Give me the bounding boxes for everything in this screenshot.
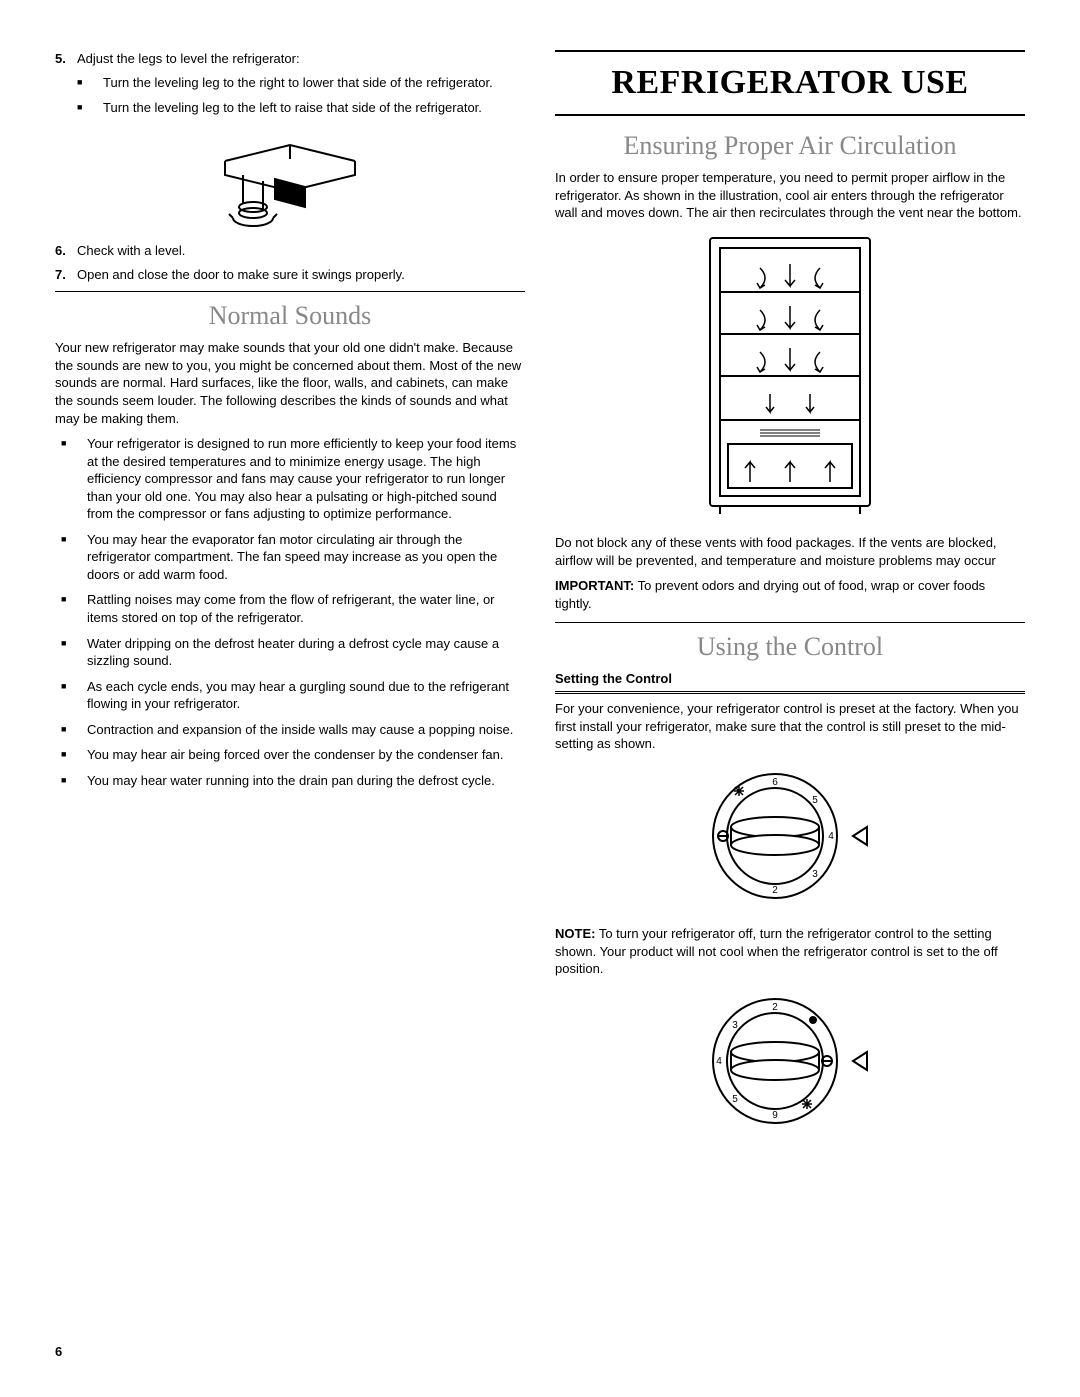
important-label: IMPORTANT: [555, 578, 634, 593]
dial2-n0: 2 [772, 1002, 778, 1013]
normal-sounds-title: Normal Sounds [55, 298, 525, 333]
leveling-leg-figure [55, 133, 525, 233]
sound-item-4: As each cycle ends, you may hear a gurgl… [55, 678, 525, 713]
control-note: NOTE: To turn your refrigerator off, tur… [555, 925, 1025, 978]
note-text: To turn your refrigerator off, turn the … [555, 926, 998, 976]
airflow-figure [555, 230, 1025, 525]
control-dial-off: 2 3 4 5 9 [555, 986, 1025, 1141]
sound-item-0: Your refrigerator is designed to run mor… [55, 435, 525, 523]
control-dial-mid: 6 5 4 3 2 [555, 761, 1025, 916]
step-5-num: 5. [55, 50, 77, 125]
step-6-num: 6. [55, 242, 77, 260]
normal-sounds-intro: Your new refrigerator may make sounds th… [55, 339, 525, 427]
dial1-n3: 3 [812, 869, 818, 880]
sound-item-2: Rattling noises may come from the flow o… [55, 591, 525, 626]
note-label: NOTE: [555, 926, 595, 941]
dial1-n4: 2 [772, 885, 778, 896]
dial2-n2: 4 [716, 1056, 722, 1067]
air-p1: In order to ensure proper temperature, y… [555, 169, 1025, 222]
dial1-n0: 6 [772, 777, 778, 788]
normal-sounds-list: Your refrigerator is designed to run mor… [55, 435, 525, 789]
step-7: 7. Open and close the door to make sure … [55, 266, 525, 284]
step-5-sub-0: Turn the leveling leg to the right to lo… [77, 74, 525, 92]
left-column: 5. Adjust the legs to level the refriger… [55, 50, 525, 1150]
air-circulation-title: Ensuring Proper Air Circulation [555, 128, 1025, 163]
control-p1: For your convenience, your refrigerator … [555, 700, 1025, 753]
sound-item-6: You may hear air being forced over the c… [55, 746, 525, 764]
step-6-text: Check with a level. [77, 242, 525, 260]
right-column: REFRIGERATOR USE Ensuring Proper Air Cir… [555, 50, 1025, 1150]
using-control-title: Using the Control [555, 629, 1025, 664]
step-6: 6. Check with a level. [55, 242, 525, 260]
dial1-n1: 5 [812, 795, 818, 806]
dial1-n2: 4 [828, 831, 834, 842]
dial2-n4: 9 [772, 1110, 778, 1121]
air-important: IMPORTANT: To prevent odors and drying o… [555, 577, 1025, 612]
setting-control-subhead: Setting the Control [555, 670, 1025, 694]
sound-item-5: Contraction and expansion of the inside … [55, 721, 525, 739]
step-7-text: Open and close the door to make sure it … [77, 266, 525, 284]
step-5-text: Adjust the legs to level the refrigerato… [77, 51, 300, 66]
refrigerator-use-title: REFRIGERATOR USE [555, 50, 1025, 116]
sound-item-3: Water dripping on the defrost heater dur… [55, 635, 525, 670]
page-number: 6 [55, 1343, 62, 1361]
step-5: 5. Adjust the legs to level the refriger… [55, 50, 525, 125]
air-p2: Do not block any of these vents with foo… [555, 534, 1025, 569]
sound-item-1: You may hear the evaporator fan motor ci… [55, 531, 525, 584]
step-5-sub-1: Turn the leveling leg to the left to rai… [77, 99, 525, 117]
dial2-n1: 3 [732, 1020, 738, 1031]
sound-item-7: You may hear water running into the drai… [55, 772, 525, 790]
step-7-num: 7. [55, 266, 77, 284]
dial2-n3: 5 [732, 1094, 738, 1105]
